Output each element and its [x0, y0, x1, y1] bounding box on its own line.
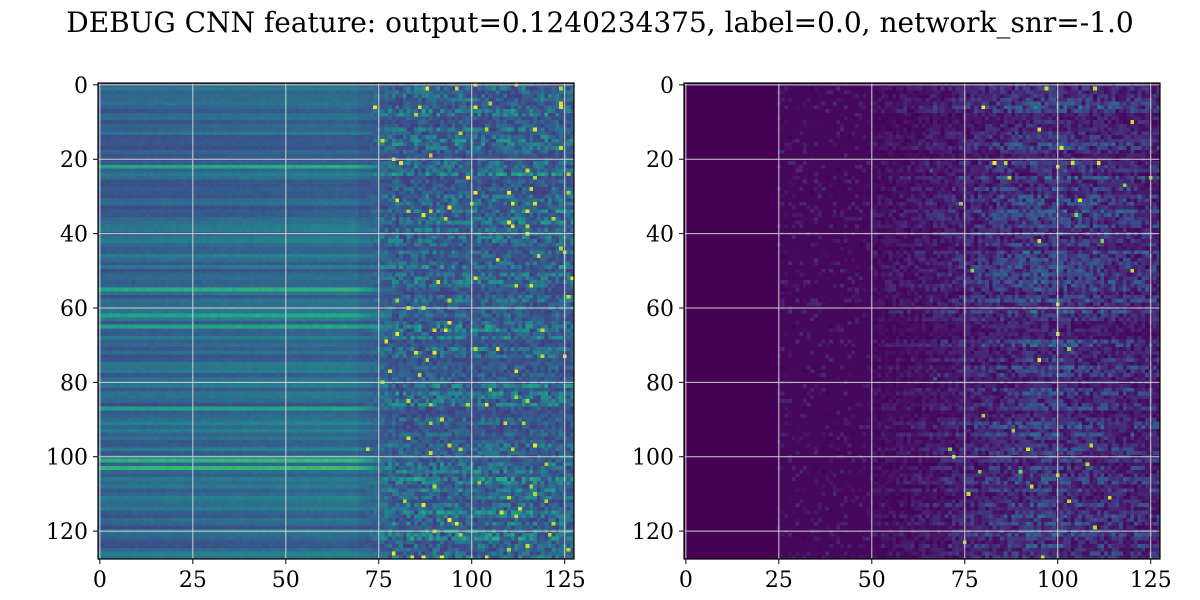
heatmap-image [684, 83, 1160, 559]
y-tick-label: 40 [60, 223, 88, 248]
y-tick-label: 0 [660, 74, 674, 99]
figure-title: DEBUG CNN feature: output=0.1240234375, … [66, 6, 1134, 39]
x-tick-label: 25 [179, 568, 207, 593]
y-tick-label: 60 [60, 297, 88, 322]
y-tick-label: 100 [46, 446, 88, 471]
y-tick-label: 20 [646, 148, 674, 173]
x-tick-label: 0 [93, 568, 107, 593]
x-tick-label: 125 [1130, 568, 1172, 593]
x-tick-label: 0 [679, 568, 693, 593]
x-tick-label: 125 [544, 568, 586, 593]
heatmap-panel-left: 0 25 50 75 100 125 0 20 40 60 80 100 120 [46, 74, 586, 593]
x-tick-label: 75 [951, 568, 979, 593]
y-tick-label: 120 [632, 520, 674, 545]
y-tick-label: 20 [60, 148, 88, 173]
x-tick-label: 25 [765, 568, 793, 593]
y-tick-label: 60 [646, 297, 674, 322]
y-tick-label: 80 [60, 371, 88, 396]
y-tick-label: 0 [74, 74, 88, 99]
y-tick-label: 120 [46, 520, 88, 545]
heatmap-image [98, 83, 574, 559]
x-tick-label: 100 [1037, 568, 1079, 593]
x-tick-label: 50 [272, 568, 300, 593]
y-tick-label: 100 [632, 446, 674, 471]
x-tick-label: 100 [451, 568, 493, 593]
heatmap-panel-right: 0 25 50 75 100 125 0 20 40 60 80 100 120 [632, 74, 1172, 593]
y-tick-label: 80 [646, 371, 674, 396]
axes-frame [97, 82, 575, 560]
axes-frame [683, 82, 1161, 560]
y-tick-label: 40 [646, 223, 674, 248]
x-tick-label: 75 [365, 568, 393, 593]
x-tick-label: 50 [858, 568, 886, 593]
